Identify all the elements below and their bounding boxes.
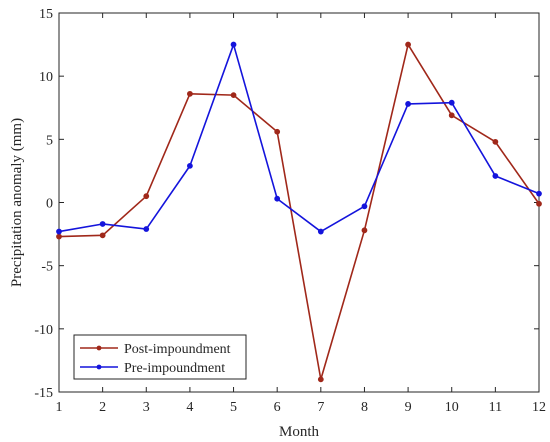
data-point xyxy=(492,138,499,145)
data-point xyxy=(361,203,368,210)
data-point xyxy=(187,90,193,97)
x-tick-label: 12 xyxy=(532,400,546,415)
y-tick-label: -10 xyxy=(34,323,53,338)
series-line-2 xyxy=(58,43,540,233)
x-axis-title: Month xyxy=(279,424,320,440)
data-point xyxy=(230,92,237,99)
data-point xyxy=(99,221,106,227)
data-point xyxy=(143,193,150,200)
legend-label: Post-impoundment xyxy=(124,342,231,357)
x-tick-label: 2 xyxy=(99,400,106,415)
y-tick-label: 10 xyxy=(39,70,53,85)
data-point xyxy=(405,101,411,107)
data-point xyxy=(448,99,455,106)
y-tick-label: 5 xyxy=(46,133,53,148)
x-tick-label: 8 xyxy=(361,400,368,415)
series-group xyxy=(56,41,542,383)
data-point xyxy=(187,162,193,169)
x-tick-label: 4 xyxy=(186,400,193,415)
y-tick-label: 0 xyxy=(46,197,53,212)
data-point xyxy=(99,232,106,239)
data-point xyxy=(448,112,455,119)
data-point xyxy=(317,376,324,383)
data-point xyxy=(143,226,150,232)
x-tick-label: 9 xyxy=(405,400,412,415)
legend-box xyxy=(73,334,247,380)
x-tick-label: 3 xyxy=(143,400,150,415)
x-tick-label: 1 xyxy=(56,400,63,415)
y-tick-label: 15 xyxy=(39,7,53,22)
data-point xyxy=(56,228,62,235)
data-point xyxy=(274,128,281,135)
x-tick-label: 7 xyxy=(317,400,324,415)
legend-swatch-marker xyxy=(96,364,102,370)
data-point xyxy=(317,228,324,235)
legend-label: Pre-impoundment xyxy=(124,361,225,376)
x-tick-label: 10 xyxy=(445,400,459,415)
y-tick-label: -5 xyxy=(41,260,53,275)
data-point xyxy=(536,200,542,207)
x-tick-label: 5 xyxy=(230,400,237,415)
data-point xyxy=(405,41,411,48)
y-axis-title: Precipitation anomaly (mm) xyxy=(9,118,25,287)
legend-swatch-marker xyxy=(96,345,102,351)
data-point xyxy=(492,173,499,179)
data-point xyxy=(536,190,542,197)
x-tick-label: 6 xyxy=(274,400,281,415)
x-tick-label: 11 xyxy=(489,400,502,415)
y-tick-label: -15 xyxy=(34,386,53,401)
series-line-1 xyxy=(58,43,540,381)
data-point xyxy=(361,227,368,234)
legend: Post-impoundment Pre-impoundment xyxy=(73,334,247,380)
data-point xyxy=(274,195,281,202)
data-point xyxy=(56,233,62,240)
data-point xyxy=(230,41,237,48)
